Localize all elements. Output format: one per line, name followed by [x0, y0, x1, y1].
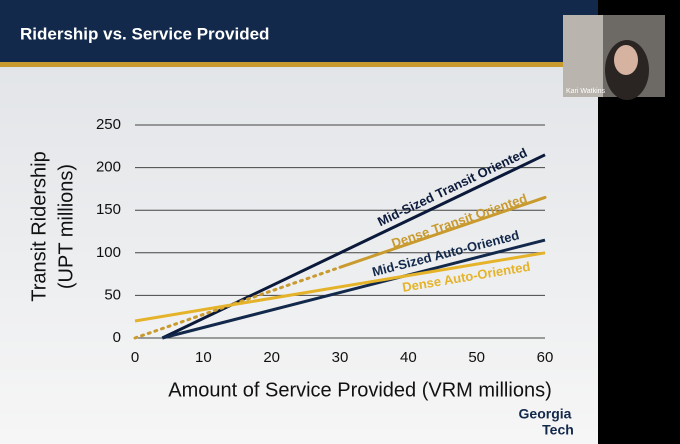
x-tick-label: 20 [263, 349, 280, 366]
video-window [563, 15, 603, 97]
y-axis-label: Transit Ridership [28, 151, 50, 301]
slide-header [0, 0, 598, 62]
x-tick-label: 60 [537, 349, 554, 366]
x-tick-label: 40 [400, 349, 417, 366]
slide [0, 0, 598, 444]
logo-text: Tech [542, 422, 574, 438]
line-segment [338, 195, 547, 269]
x-tick-label: 50 [468, 349, 485, 366]
x-tick-label: 30 [332, 349, 349, 366]
y-tick-label: 150 [96, 201, 121, 218]
y-axis-label: (UPT millions) [55, 164, 77, 289]
logo-text: Georgia [519, 406, 572, 422]
slide-title: Ridership vs. Service Provided [20, 24, 269, 43]
participant-name: Kari Watkins [566, 88, 606, 95]
x-tick-label: 10 [195, 349, 212, 366]
y-tick-label: 0 [113, 329, 121, 346]
y-tick-label: 50 [104, 286, 121, 303]
y-tick-label: 100 [96, 244, 121, 261]
video-face [614, 45, 638, 75]
header-rule [0, 62, 598, 67]
line [134, 251, 546, 323]
y-tick-label: 200 [96, 159, 121, 176]
line [161, 153, 546, 340]
x-tick-label: 0 [131, 349, 139, 366]
y-tick-label: 250 [96, 116, 121, 133]
line [161, 238, 546, 340]
x-axis-label: Amount of Service Provided (VRM millions… [168, 379, 551, 401]
